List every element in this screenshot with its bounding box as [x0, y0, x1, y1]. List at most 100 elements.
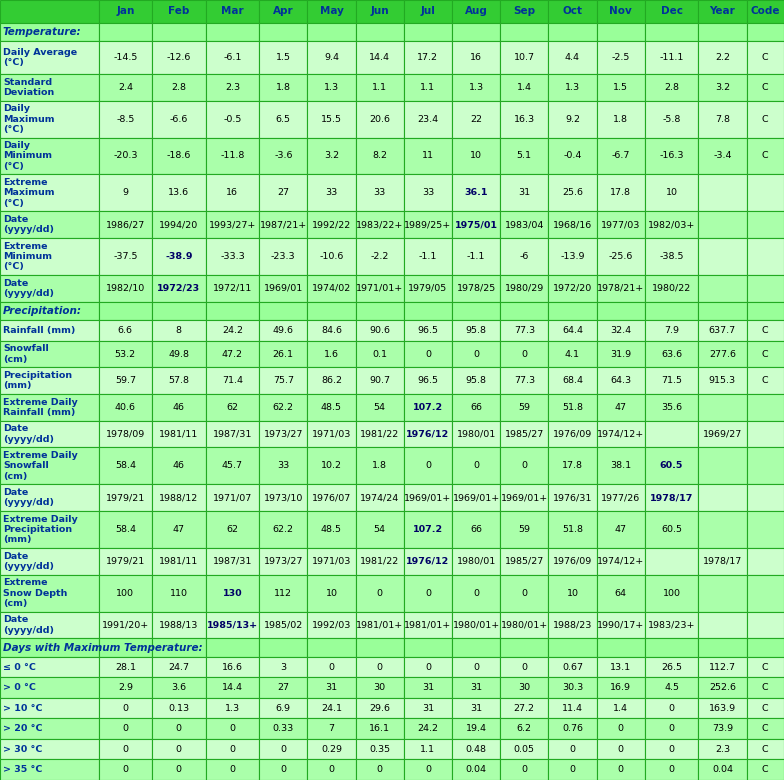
Text: C: C — [762, 704, 768, 713]
Bar — [597, 275, 644, 302]
Text: 1978/21+: 1978/21+ — [597, 284, 644, 293]
Text: -38.9: -38.9 — [165, 252, 193, 261]
Text: 1.6: 1.6 — [324, 349, 339, 359]
Text: 1973/10: 1973/10 — [263, 493, 303, 502]
Bar — [205, 612, 260, 638]
Bar — [99, 718, 152, 739]
Bar — [746, 677, 784, 698]
Bar — [307, 175, 356, 211]
Bar — [548, 394, 597, 420]
Text: 110: 110 — [170, 589, 188, 597]
Bar — [404, 175, 452, 211]
Text: 277.6: 277.6 — [709, 349, 736, 359]
Bar — [99, 302, 152, 321]
Bar — [746, 321, 784, 341]
Bar — [152, 760, 205, 780]
Text: 1986/27: 1986/27 — [106, 220, 145, 229]
Text: -1.1: -1.1 — [419, 252, 437, 261]
Bar — [260, 23, 307, 41]
Text: 1988/12: 1988/12 — [159, 493, 198, 502]
Text: C: C — [762, 662, 768, 672]
Text: C: C — [762, 83, 768, 92]
Text: -2.2: -2.2 — [371, 252, 389, 261]
Text: 40.6: 40.6 — [114, 403, 136, 412]
Text: 2.9: 2.9 — [118, 683, 132, 692]
Text: Jun: Jun — [370, 6, 389, 16]
Bar — [356, 211, 404, 238]
Bar — [307, 575, 356, 612]
Bar — [356, 367, 404, 394]
Bar — [260, 394, 307, 420]
Bar — [205, 448, 260, 484]
Text: > 0 °C: > 0 °C — [3, 683, 36, 692]
Text: 22: 22 — [470, 115, 482, 123]
Text: 31: 31 — [325, 683, 338, 692]
Text: 107.2: 107.2 — [413, 403, 443, 412]
Bar — [500, 612, 548, 638]
Text: 0: 0 — [521, 462, 528, 470]
Text: 10: 10 — [567, 589, 579, 597]
Bar — [205, 275, 260, 302]
Bar — [699, 484, 746, 511]
Bar — [500, 698, 548, 718]
Bar — [699, 41, 746, 74]
Text: 1971/07: 1971/07 — [212, 493, 252, 502]
Text: 17.8: 17.8 — [562, 462, 583, 470]
Text: 2.4: 2.4 — [118, 83, 132, 92]
Text: -18.6: -18.6 — [167, 151, 191, 161]
Bar — [0, 548, 99, 575]
Bar — [0, 638, 99, 657]
Bar — [0, 238, 99, 275]
Bar — [452, 760, 500, 780]
Bar — [152, 0, 205, 23]
Bar — [205, 677, 260, 698]
Text: 9.2: 9.2 — [565, 115, 580, 123]
Bar — [452, 321, 500, 341]
Bar — [548, 718, 597, 739]
Bar — [307, 548, 356, 575]
Text: 1975/01: 1975/01 — [455, 220, 498, 229]
Text: 1993/27+: 1993/27+ — [209, 220, 256, 229]
Bar — [99, 74, 152, 101]
Text: 0: 0 — [376, 765, 383, 775]
Bar — [746, 341, 784, 367]
Text: 57.8: 57.8 — [169, 376, 190, 385]
Text: 51.8: 51.8 — [562, 525, 583, 534]
Bar — [205, 638, 260, 657]
Text: 0: 0 — [618, 745, 623, 753]
Bar — [404, 0, 452, 23]
Bar — [746, 23, 784, 41]
Text: 0: 0 — [521, 349, 528, 359]
Text: 1981/11: 1981/11 — [159, 557, 198, 566]
Text: 73.9: 73.9 — [712, 724, 733, 733]
Bar — [597, 718, 644, 739]
Bar — [452, 23, 500, 41]
Bar — [404, 448, 452, 484]
Bar — [452, 367, 500, 394]
Bar — [500, 74, 548, 101]
Text: 24.2: 24.2 — [417, 724, 438, 733]
Text: 62: 62 — [227, 403, 238, 412]
Bar — [452, 511, 500, 548]
Bar — [205, 420, 260, 448]
Bar — [205, 302, 260, 321]
Bar — [205, 321, 260, 341]
Bar — [99, 657, 152, 677]
Text: 17.8: 17.8 — [610, 189, 631, 197]
Bar — [99, 638, 152, 657]
Bar — [452, 548, 500, 575]
Bar — [452, 341, 500, 367]
Bar — [452, 698, 500, 718]
Bar — [152, 638, 205, 657]
Bar — [260, 638, 307, 657]
Text: 1980/01: 1980/01 — [456, 557, 495, 566]
Bar — [548, 739, 597, 760]
Text: C: C — [762, 115, 768, 123]
Text: > 35 °C: > 35 °C — [3, 765, 42, 775]
Bar — [0, 137, 99, 175]
Bar — [205, 548, 260, 575]
Bar — [152, 420, 205, 448]
Bar — [307, 137, 356, 175]
Text: 16: 16 — [470, 53, 482, 62]
Text: C: C — [762, 151, 768, 161]
